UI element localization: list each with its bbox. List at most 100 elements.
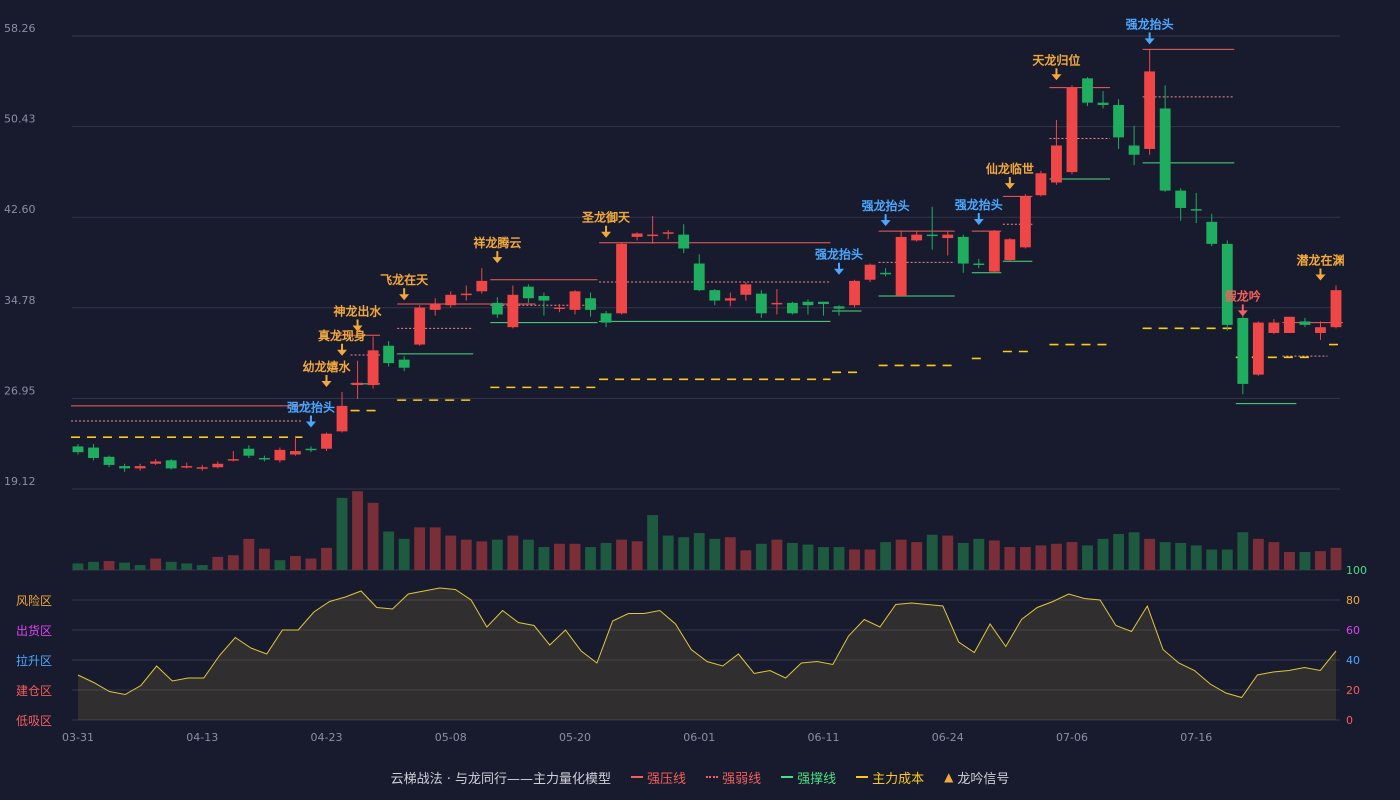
volume-bar: [522, 539, 534, 570]
candle-body: [414, 307, 426, 345]
indicator-layer: [77, 587, 1337, 720]
volume-bar: [538, 547, 550, 570]
candle-body: [895, 236, 907, 296]
legend-item[interactable]: 强弱线: [706, 768, 761, 787]
candle-body: [926, 234, 938, 237]
candle-body: [833, 306, 845, 309]
volume-bar: [1082, 545, 1093, 570]
volume-bar: [445, 535, 457, 570]
candle-body: [1206, 221, 1218, 244]
candle-body: [1097, 102, 1109, 105]
signal-label: 祥龙腾云: [473, 235, 521, 250]
indicator-tick-label: 40: [1346, 654, 1360, 667]
zone-label: 低吸区: [16, 714, 52, 728]
volume-bar: [289, 556, 301, 570]
legend-item[interactable]: 强压线: [631, 768, 686, 787]
candle-body: [1268, 322, 1280, 333]
candle-body: [786, 302, 798, 314]
volume-bar: [1128, 532, 1140, 570]
price-tick-label: 34.78: [4, 294, 36, 307]
candle-body: [957, 236, 969, 264]
candle-body: [103, 456, 115, 465]
legend-title: 云梯战法 · 与龙同行——主力量化模型: [390, 771, 612, 787]
legend-item[interactable]: ▲ 龙吟信号: [944, 768, 1009, 787]
candle-body: [1175, 190, 1187, 208]
date-tick-label: 06-11: [807, 731, 839, 744]
candle-body: [864, 264, 876, 280]
volume-bar: [631, 541, 643, 570]
candle-body: [942, 234, 954, 239]
signal-label: 强龙抬头: [287, 400, 335, 415]
signal-label: 强龙抬头: [955, 197, 1003, 212]
candle-body: [1035, 173, 1047, 196]
candle-body: [445, 294, 457, 306]
candle-body: [631, 233, 643, 237]
signal-arrow-head: [1237, 310, 1248, 317]
date-tick-label: 06-01: [683, 731, 715, 744]
volume-bar: [227, 555, 239, 570]
candle-body: [119, 466, 131, 469]
candle-body: [134, 466, 146, 469]
candle-body: [212, 463, 224, 468]
candle-body: [1004, 239, 1016, 261]
volume-bar: [554, 543, 565, 570]
indicator-tick-label: 20: [1346, 684, 1360, 697]
volume-bar: [352, 491, 363, 570]
volume-bar: [460, 539, 472, 570]
volume-bar: [693, 533, 705, 570]
candle-body: [181, 466, 193, 468]
candle-body: [196, 467, 208, 469]
volume-bar: [1051, 543, 1062, 570]
volume-bar: [1097, 538, 1109, 570]
legend-swatch: [631, 776, 644, 778]
volume-bar: [786, 542, 798, 570]
signal-arrow-head: [337, 349, 348, 356]
volume-bar: [274, 560, 286, 570]
volume-bar: [243, 538, 255, 570]
volume-bar: [1066, 542, 1078, 570]
indicator-tick-label: 0: [1346, 714, 1353, 727]
volume-bar: [1315, 551, 1326, 570]
indicator-tick-label: 100: [1346, 564, 1367, 577]
volume-bar: [678, 537, 690, 570]
volume-bar: [258, 548, 270, 570]
volume-bar: [1159, 542, 1171, 570]
volume-bar: [709, 538, 721, 570]
legend-label: 强弱线: [722, 771, 762, 787]
volume-bar: [119, 562, 131, 570]
signal-arrow-head: [834, 268, 845, 275]
date-tick-label: 07-06: [1056, 731, 1088, 744]
signal-label: 潜龙在渊: [1296, 253, 1344, 268]
volume-bar: [585, 547, 596, 570]
candle-body: [771, 302, 783, 305]
signal-arrow-head: [492, 257, 503, 264]
legend-item[interactable]: 主力成本: [856, 768, 924, 787]
candle-body: [973, 263, 985, 266]
candle-body: [429, 304, 441, 310]
candle-body: [274, 449, 286, 461]
legend: 云梯战法 · 与龙同行——主力量化模型 强压线 强弱线 强撑线 主力成本 ▲ 龙吟信号: [0, 766, 1400, 788]
volume-bar: [818, 547, 829, 570]
candle-body: [1190, 209, 1202, 211]
volume-bar: [973, 538, 985, 570]
date-tick-label: 06-24: [932, 731, 964, 744]
volume-bar: [724, 537, 736, 570]
volume-bar: [1330, 547, 1342, 570]
volume-bar: [771, 539, 783, 570]
volume-bar: [1237, 532, 1249, 570]
volume-bar: [926, 534, 938, 570]
volume-bar: [305, 558, 317, 570]
candles-layer: [72, 49, 1342, 472]
candle-body: [88, 447, 99, 458]
signal-arrow-head: [321, 381, 332, 388]
candle-body: [1066, 87, 1078, 173]
candle-body: [522, 286, 534, 299]
volume-bar: [988, 540, 1000, 570]
candle-body: [1051, 145, 1062, 183]
candle-body: [1144, 71, 1156, 149]
legend-swatch: [706, 776, 719, 778]
legend-item[interactable]: 强撑线: [781, 768, 836, 787]
volume-bar: [1019, 547, 1031, 570]
